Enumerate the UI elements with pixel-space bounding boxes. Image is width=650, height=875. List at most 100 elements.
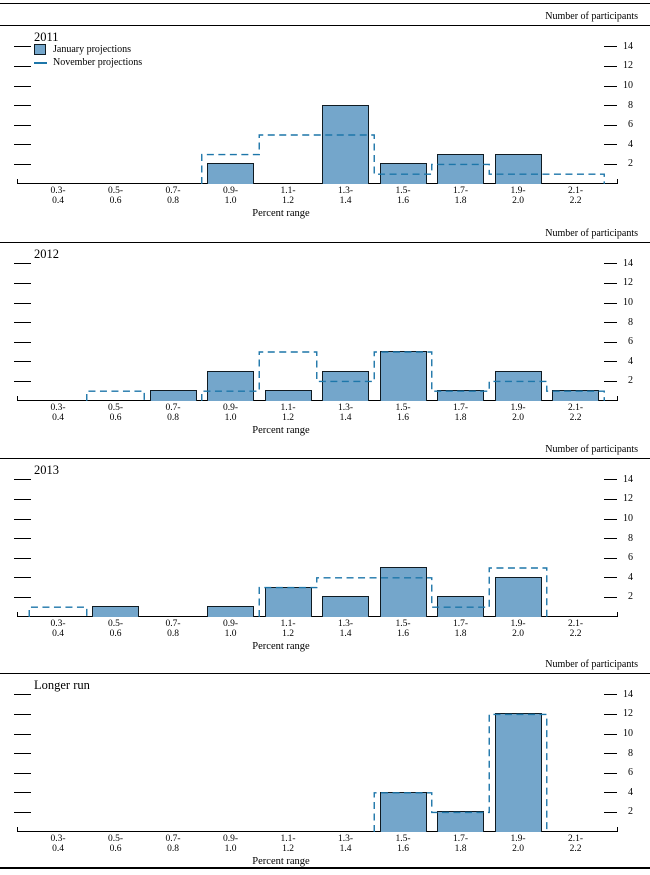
x-tick-label-line2: 2.2: [569, 843, 582, 854]
x-tick-label-1.5-1.6: 1.5- 1.6: [374, 403, 432, 423]
plot-area: 2012 2 4 6 8 10 12 14: [0, 243, 650, 401]
y-tick-label-4: 4: [628, 786, 633, 798]
x-tick-label-1.9-2.0: 1.9- 2.0: [489, 834, 547, 854]
x-axis-area: 2.1- 2.2 1.9- 2.0 1.7- 1.8 1.5- 1.6 1.3- 1.4 1.1- 1…: [0, 401, 650, 455]
x-tick-label-1.1-1.2: 1.1- 1.2: [259, 619, 317, 639]
y-axis-tick-left-6: [14, 772, 31, 774]
x-tick-label-1.5-1.6: 1.5- 1.6: [374, 834, 432, 854]
january-bar-1.9-2.0: [494, 713, 542, 832]
x-axis-left-endcap: [17, 827, 18, 832]
y-tick-label-14: 14: [623, 473, 633, 485]
y-tick-label-14: 14: [623, 257, 633, 269]
january-bar-1.7-1.8: [437, 390, 484, 401]
y-axis-title: Number of participants: [545, 444, 638, 455]
x-tick-label-0.3-0.4: 0.3- 0.4: [29, 403, 87, 423]
x-tick-label-line1: 1.9-: [510, 403, 526, 413]
x-axis-title: Percent range: [252, 425, 310, 436]
y-axis-tick-left-14: [14, 479, 31, 481]
plot-area: 2011 January projections November projec…: [0, 26, 650, 184]
x-tick-label-line1: 2.1-: [567, 186, 584, 196]
y-tick-label-14: 14: [623, 40, 633, 52]
y-axis-tick-left-6: [14, 341, 31, 343]
y-tick-label-4: 4: [628, 138, 633, 150]
x-tick-label-0.5-0.6: 0.5- 0.6: [87, 834, 145, 854]
x-tick-label-line1: 1.3-: [337, 403, 354, 413]
x-tick-label-line2: 0.8: [167, 412, 179, 423]
x-tick-label-line1: 1.9-: [510, 186, 526, 196]
panel-longer-run: Number of participants Longer run 2 4 6 8 10…: [0, 651, 650, 875]
x-axis-area: 2.1- 2.2 1.9- 2.0 1.7- 1.8 1.5- 1.6 1.3- 1.4 1.1- 1…: [0, 617, 650, 671]
y-axis-tick-right-8: [604, 322, 617, 324]
y-axis-tick-left-6: [14, 124, 31, 126]
x-tick-label-line1: 1.5-: [395, 403, 411, 413]
legend-label-january: January projections: [53, 44, 132, 55]
x-axis-left-endcap: [17, 612, 18, 617]
y-axis-tick-right-10: [604, 85, 617, 87]
january-bar-0.7-0.8: [149, 390, 197, 401]
x-tick-label-line2: 1.4: [339, 412, 352, 423]
x-tick-label-line1: 0.5-: [107, 619, 124, 629]
x-tick-label-line2: 0.4: [52, 412, 64, 423]
x-tick-label-0.7-0.8: 0.7- 0.8: [144, 403, 202, 423]
y-axis-tick-left-14: [14, 46, 31, 48]
january-bar-2.1-2.2: [552, 390, 599, 401]
x-tick-label-1.3-1.4: 1.3- 1.4: [317, 186, 375, 206]
january-bar-1.7-1.8: [437, 153, 484, 184]
plot-area: Longer run 2 4 6 8 10 12 14: [0, 674, 650, 832]
y-axis-title: Number of participants: [545, 11, 638, 22]
x-tick-label-line1: 1.3-: [337, 834, 354, 844]
panel-header-rule: Number of participants: [0, 220, 650, 243]
x-tick-label-line2: 2.0: [512, 412, 524, 423]
x-axis-right-endcap: [617, 179, 618, 184]
x-tick-label-line2: 0.6: [109, 628, 122, 639]
y-axis-tick-right-2: [604, 811, 617, 813]
x-tick-label-1.3-1.4: 1.3- 1.4: [317, 834, 375, 854]
panel-2011: Number of participants 2011 January proj…: [0, 3, 650, 237]
y-axis-tick-left-8: [14, 322, 31, 324]
x-tick-label-line2: 0.4: [52, 843, 64, 854]
x-tick-label-line2: 1.0: [224, 628, 237, 639]
january-bar-1.1-1.2: [264, 390, 312, 401]
x-tick-label-line2: 1.8: [454, 412, 467, 423]
x-tick-label-line1: 0.5-: [107, 834, 124, 844]
y-axis-tick-left-10: [14, 518, 31, 520]
y-tick-label-2: 2: [628, 158, 633, 170]
y-axis-tick-right-8: [604, 538, 617, 540]
y-axis-title: Number of participants: [545, 228, 638, 239]
bottom-rule: [0, 867, 650, 869]
legend: January projections November projections: [34, 43, 142, 69]
x-tick-label-line2: 1.4: [339, 628, 352, 639]
y-axis-tick-right-14: [604, 263, 617, 265]
x-tick-label-0.3-0.4: 0.3- 0.4: [29, 186, 87, 206]
x-tick-label-line2: 1.4: [339, 195, 352, 206]
x-tick-label-line1: 0.7-: [165, 834, 181, 844]
y-tick-label-12: 12: [623, 60, 633, 72]
x-axis-title: Percent range: [252, 641, 310, 652]
january-bar-1.1-1.2: [264, 586, 312, 617]
x-tick-label-line2: 1.2: [282, 412, 294, 423]
x-tick-label-line2: 1.6: [397, 195, 409, 206]
x-tick-label-2.1-2.2: 2.1- 2.2: [547, 619, 605, 639]
january-bar-1.3-1.4: [322, 596, 369, 617]
x-tick-label-line2: 2.2: [569, 195, 582, 206]
x-tick-label-line1: 2.1-: [567, 834, 584, 844]
y-axis-tick-right-6: [604, 341, 617, 343]
x-tick-label-line1: 0.3-: [50, 834, 66, 844]
y-axis-tick-right-6: [604, 772, 617, 774]
top-rule: [0, 3, 650, 4]
x-tick-label-1.9-2.0: 1.9- 2.0: [489, 186, 547, 206]
january-bar-swatch-icon: [34, 44, 46, 55]
x-tick-label-1.7-1.8: 1.7- 1.8: [432, 619, 490, 639]
january-bar-1.7-1.8: [437, 596, 484, 617]
x-tick-label-line2: 1.0: [224, 412, 237, 423]
y-tick-label-12: 12: [623, 708, 633, 720]
y-axis-tick-right-6: [604, 557, 617, 559]
x-tick-label-0.7-0.8: 0.7- 0.8: [144, 834, 202, 854]
x-tick-label-line1: 0.9-: [222, 186, 239, 196]
y-axis-tick-left-12: [14, 498, 31, 500]
x-tick-label-line1: 0.7-: [165, 403, 181, 413]
y-axis-tick-left-8: [14, 753, 31, 755]
x-tick-label-2.1-2.2: 2.1- 2.2: [547, 186, 605, 206]
panel-year-label: 2012: [34, 247, 59, 261]
x-tick-label-line1: 0.9-: [222, 619, 239, 629]
